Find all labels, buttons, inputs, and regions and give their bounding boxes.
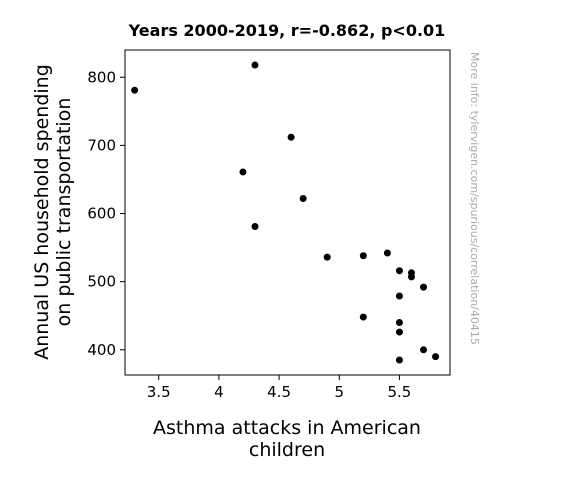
- data-point: [395, 328, 403, 336]
- data-point: [323, 253, 331, 261]
- watermark-text: More info: tylervigen.com/spurious/corre…: [468, 52, 481, 345]
- x-tick-label: 3.5: [147, 383, 171, 401]
- x-axis-label-line-2: children: [249, 439, 325, 461]
- x-tick-label: 5: [334, 383, 344, 401]
- data-point: [383, 249, 391, 257]
- data-point: [299, 195, 307, 203]
- data-point: [239, 168, 247, 176]
- data-points: [131, 61, 440, 364]
- chart-title: Years 2000-2019, r=-0.862, p<0.01: [128, 21, 446, 40]
- data-point: [287, 133, 295, 141]
- data-point: [407, 273, 415, 281]
- data-point: [395, 267, 403, 275]
- y-tick-label: 800: [87, 68, 116, 86]
- data-point: [420, 283, 428, 291]
- y-axis: 400 500 600 700 800: [87, 68, 125, 359]
- x-tick-label: 4: [214, 383, 224, 401]
- y-tick-label: 600: [87, 205, 116, 223]
- x-axis-label-line-1: Asthma attacks in American: [153, 417, 421, 439]
- y-axis-label-line-1: Annual US household spending: [31, 64, 53, 360]
- x-tick-label: 4.5: [267, 383, 291, 401]
- data-point: [395, 356, 403, 364]
- y-tick-label: 500: [87, 273, 116, 291]
- y-axis-label-line-2: on public transportation: [53, 98, 75, 327]
- data-point: [432, 353, 440, 361]
- data-point: [251, 61, 259, 69]
- data-point: [395, 319, 403, 327]
- data-point: [359, 252, 367, 260]
- y-tick-label: 700: [87, 136, 116, 154]
- x-tick-label: 5.5: [388, 383, 412, 401]
- data-point: [395, 292, 403, 300]
- data-point: [359, 313, 367, 321]
- data-point: [420, 346, 428, 354]
- x-axis: 3.5 4 4.5 5 5.5: [147, 375, 412, 401]
- data-point: [251, 222, 259, 230]
- data-point: [131, 86, 139, 94]
- y-tick-label: 400: [87, 341, 116, 359]
- plot-area: [124, 49, 451, 376]
